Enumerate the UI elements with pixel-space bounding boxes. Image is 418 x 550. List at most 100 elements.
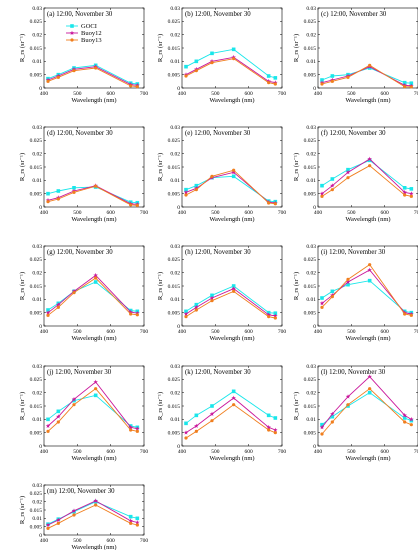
data-point-buoy12 — [273, 313, 278, 318]
data-point-buoy12 — [231, 395, 236, 400]
data-point-buoy13 — [72, 69, 76, 73]
plot-frame — [43, 245, 145, 327]
data-point-buoy12 — [56, 414, 61, 419]
data-point-buoy12 — [345, 279, 351, 284]
y-tick-label: 0.01 — [306, 178, 316, 184]
y-tick-label: 0.02 — [306, 270, 316, 276]
data-point-buoy13 — [135, 85, 139, 89]
data-point-goci — [46, 191, 50, 196]
x-tick-label: 600 — [107, 210, 116, 216]
data-point-goci — [273, 76, 278, 80]
data-point-buoy13 — [232, 403, 236, 407]
x-tick-label: 500 — [347, 329, 356, 335]
data-point-buoy12 — [345, 169, 351, 175]
series-line-buoy12 — [321, 158, 412, 195]
y-tick-label: 0.005 — [30, 430, 43, 436]
y-tick-label: 0.02 — [32, 390, 42, 396]
data-point-buoy12 — [128, 518, 133, 523]
data-point-buoy13 — [184, 436, 188, 440]
data-point-buoy13 — [94, 66, 98, 70]
data-point-buoy13 — [320, 305, 324, 309]
data-point-buoy13 — [267, 315, 271, 319]
x-tick-label: 500 — [347, 449, 356, 455]
x-tick-label: 600 — [107, 449, 116, 455]
y-tick-label: 0.025 — [30, 138, 43, 144]
data-point-buoy13 — [129, 428, 133, 432]
data-point-goci — [194, 302, 199, 307]
data-point-buoy12 — [194, 423, 199, 428]
data-point-buoy13 — [135, 523, 139, 527]
data-point-buoy13 — [210, 174, 214, 178]
data-point-buoy12 — [319, 191, 325, 196]
x-axis-label: Wavelength (nm) — [209, 97, 254, 104]
plot-frame — [43, 484, 145, 536]
data-point-buoy13 — [403, 193, 407, 197]
data-point-buoy12 — [209, 411, 215, 416]
data-point-buoy12 — [56, 517, 61, 522]
data-point-buoy13 — [46, 200, 50, 204]
y-tick-label: 0.03 — [32, 364, 42, 370]
y-tick-label: 0.025 — [168, 257, 181, 263]
panel-title: (c) 12:00, November 30 — [321, 11, 387, 18]
x-axis-label: Wavelength (nm) — [71, 455, 116, 462]
y-tick-label: 0 — [177, 444, 180, 450]
data-point-buoy12 — [93, 498, 98, 503]
y-tick-label: 0.005 — [30, 72, 43, 78]
y-tick-label: 0.015 — [30, 165, 43, 171]
series-line-buoy12 — [185, 56, 276, 84]
series-line-buoy13 — [185, 169, 276, 205]
y-tick-label: 0.02 — [306, 151, 316, 157]
chart-panel-10: 0 0.005 0.01 0.015 0.02 0.025 0.03 400 500 600 700… — [157, 364, 286, 462]
data-point-buoy13 — [403, 312, 407, 316]
data-point-goci — [128, 514, 133, 519]
series-line-goci — [47, 501, 138, 525]
plot-frame — [317, 7, 418, 89]
x-tick-label: 400 — [40, 329, 49, 335]
x-tick-label: 500 — [211, 329, 220, 335]
data-point-goci — [409, 418, 414, 423]
data-point-goci — [46, 308, 50, 312]
plot-frame — [317, 126, 418, 208]
data-point-buoy13 — [135, 313, 139, 317]
chart-panel-2: 0 0.005 0.01 0.015 0.02 0.025 0.03 400 500 600 700… — [293, 6, 418, 104]
data-point-buoy13 — [184, 193, 188, 197]
y-tick-label: 0.015 — [304, 284, 317, 290]
x-tick-label: 700 — [278, 449, 287, 455]
series-line-buoy13 — [47, 388, 138, 432]
data-point-buoy12 — [45, 522, 51, 527]
data-point-buoy13 — [72, 190, 76, 194]
x-axis-label: Wavelength (nm) — [209, 216, 254, 223]
data-point-buoy13 — [409, 85, 413, 89]
data-point-buoy12 — [71, 396, 77, 402]
plot-frame — [43, 7, 145, 89]
chart-panel-8: 0 0.005 0.01 0.015 0.02 0.025 0.03 400 500 600 700… — [293, 244, 418, 342]
data-point-goci — [266, 413, 271, 418]
data-point-goci — [320, 78, 324, 82]
data-point-buoy13 — [346, 176, 350, 180]
data-point-buoy13 — [72, 291, 76, 295]
y-tick-label: 0.015 — [168, 165, 181, 171]
y-tick-label: 0.025 — [168, 138, 181, 144]
series-line-buoy12 — [47, 500, 138, 526]
x-tick-label: 700 — [140, 329, 149, 335]
plot-frame — [181, 7, 283, 89]
y-tick-label: 0.005 — [168, 191, 181, 197]
y-tick-label: 0.03 — [32, 6, 42, 12]
y-tick-label: 0.005 — [304, 72, 317, 78]
series-line-buoy13 — [321, 165, 412, 197]
data-point-goci — [194, 413, 199, 418]
data-point-buoy13 — [46, 79, 50, 83]
data-point-buoy12 — [71, 508, 77, 513]
x-tick-label: 700 — [140, 91, 149, 97]
plot-frame — [181, 365, 283, 447]
y-tick-label: 0.01 — [32, 178, 42, 184]
y-tick-label: 0.015 — [168, 404, 181, 410]
data-point-buoy13 — [184, 74, 188, 78]
data-point-goci — [409, 187, 414, 191]
y-tick-label: 0 — [177, 205, 180, 211]
data-point-buoy13 — [273, 431, 277, 435]
data-point-goci — [367, 278, 372, 283]
y-tick-label: 0.02 — [306, 32, 316, 38]
data-point-buoy13 — [72, 403, 76, 407]
